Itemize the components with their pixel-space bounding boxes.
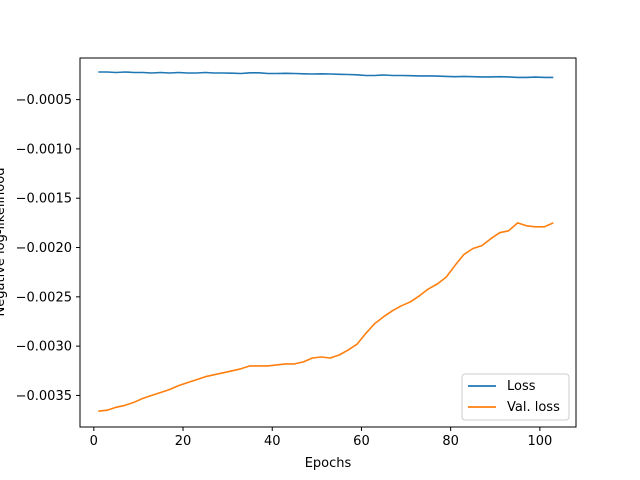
- x-tick-label: 0: [90, 434, 98, 449]
- y-axis-label: Negative log-likelihood: [0, 168, 8, 317]
- y-tick-label: −0.0035: [16, 389, 72, 404]
- series-line-loss: [98, 71, 554, 79]
- legend-label-val-loss: Val. loss: [507, 400, 560, 415]
- legend-label-loss: Loss: [507, 379, 536, 394]
- x-tick-label: 100: [527, 434, 552, 449]
- x-tick-label: 40: [264, 434, 281, 449]
- x-axis-label: Epochs: [305, 456, 352, 471]
- y-tick-label: −0.0030: [16, 340, 72, 355]
- x-axis: 0 20 40 60 80 100: [90, 427, 552, 449]
- y-axis: −0.0035 −0.0030 −0.0025 −0.0020 −0.0015 −0.00…: [16, 93, 80, 404]
- plot-frame: [79, 57, 577, 428]
- legend: Loss Val. loss: [461, 373, 570, 421]
- x-tick-label: 60: [353, 434, 370, 449]
- x-tick-label: 20: [175, 434, 192, 449]
- y-tick-label: −0.0005: [16, 93, 72, 108]
- y-tick-label: −0.0010: [16, 142, 72, 157]
- series-line-val-loss: [98, 222, 554, 412]
- x-tick-label: 80: [442, 434, 459, 449]
- y-tick-label: −0.0020: [16, 241, 72, 256]
- plot-lines: [98, 71, 554, 412]
- y-tick-label: −0.0025: [16, 290, 72, 305]
- y-tick-label: −0.0015: [16, 192, 72, 207]
